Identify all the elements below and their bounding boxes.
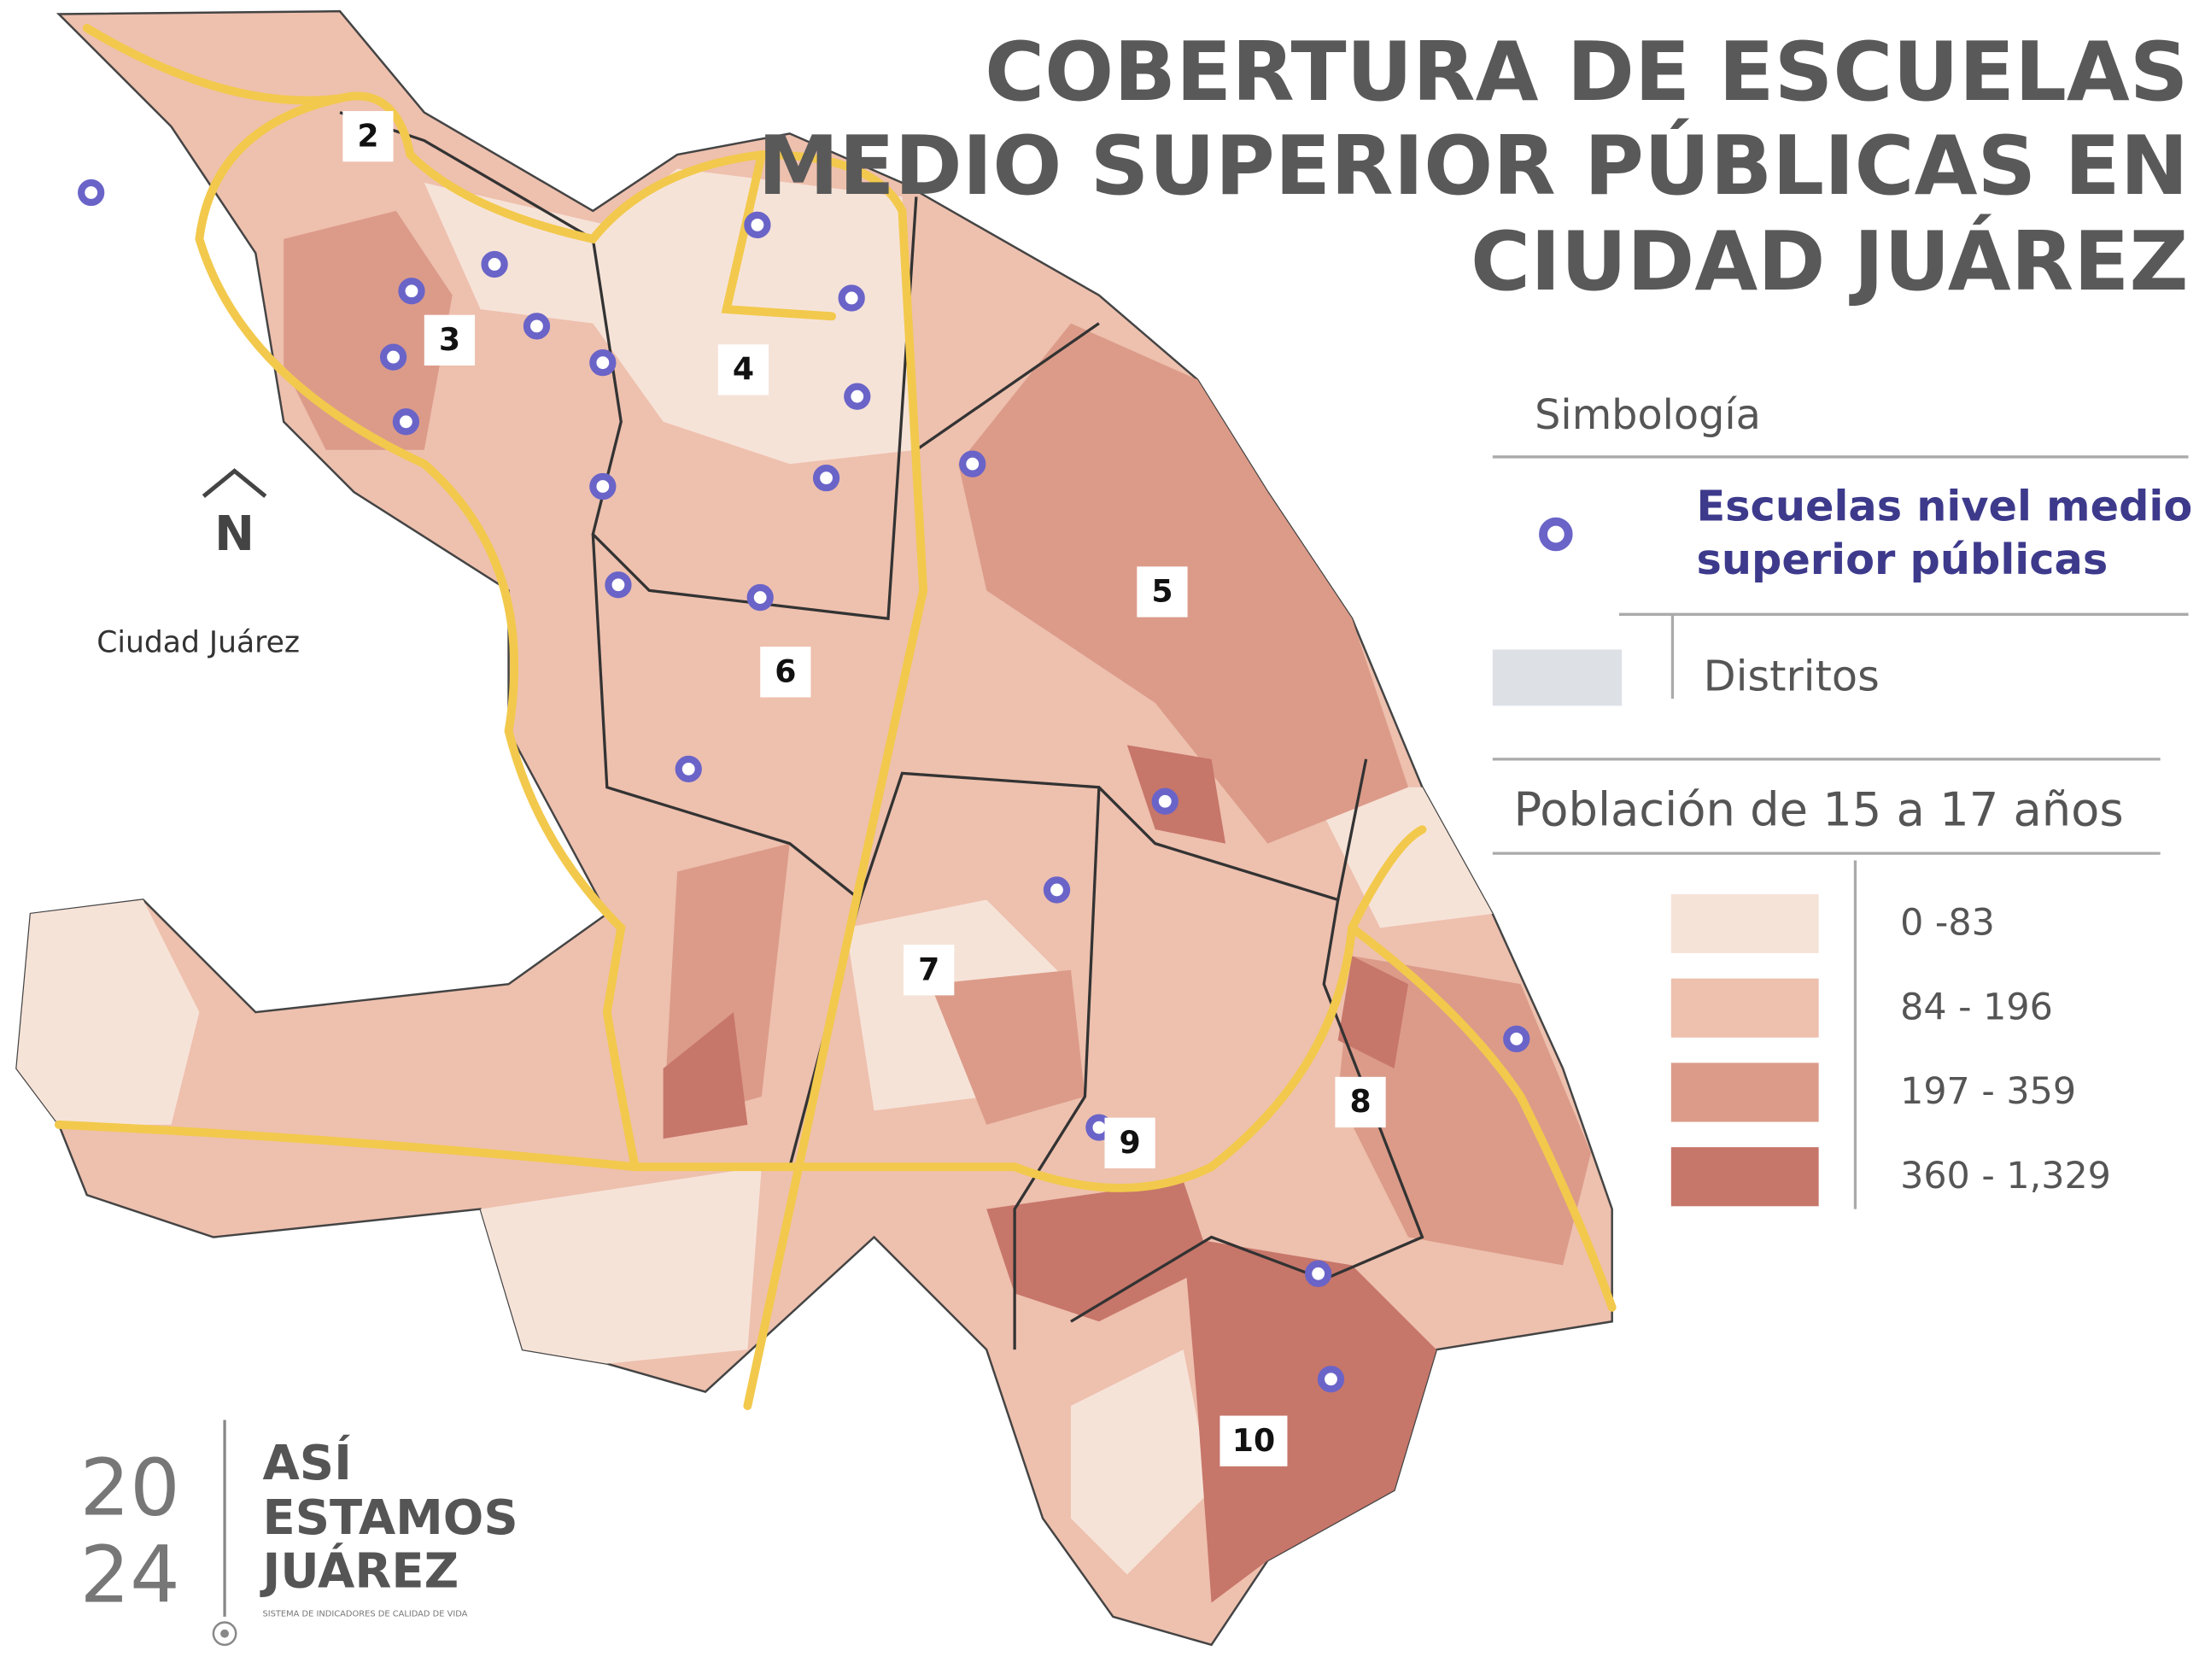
school: [838, 284, 865, 312]
zone-dark: [663, 1012, 748, 1139]
district-box: [1219, 1415, 1288, 1466]
title-line: COBERTURA DE ESCUELAS: [985, 24, 2188, 120]
logo-icon: [220, 1629, 229, 1638]
school: [1317, 1366, 1345, 1393]
logo-text: ESTAMOS: [263, 1490, 518, 1546]
school: [392, 408, 420, 436]
school: [398, 278, 425, 305]
title-line: MEDIO SUPERIOR PÚBLICAS EN: [757, 117, 2188, 214]
zone-dark: [986, 1180, 1212, 1322]
district-box: [1335, 1076, 1386, 1128]
school: [675, 755, 702, 783]
district-label: 3: [439, 321, 460, 358]
zone-light: [480, 1167, 762, 1364]
title-line: CIUDAD JUÁREZ: [1471, 213, 2189, 309]
road: [721, 150, 837, 321]
school: [744, 211, 771, 239]
logo-tagline: SISTEMA DE INDICADORES DE CALIDAD DE VID…: [263, 1610, 468, 1619]
district-label: 2: [357, 117, 378, 154]
school: [605, 571, 632, 599]
district-label: 4: [733, 351, 754, 388]
logo-year: 20: [80, 1441, 180, 1533]
schools: [78, 179, 1530, 1393]
school: [812, 465, 840, 492]
road: [1348, 923, 1617, 1312]
district-labels: 2 3 4 5 6 7 8 9 10: [342, 111, 1386, 1466]
school: [379, 343, 407, 371]
district-boundary: [1070, 899, 1424, 1323]
logo-text: ASÍ: [263, 1435, 352, 1491]
school: [589, 349, 617, 377]
school: [78, 179, 105, 207]
road: [82, 23, 928, 1410]
school: [1305, 1260, 1332, 1287]
district-box: [760, 647, 811, 698]
class-swatch: [1670, 978, 1819, 1038]
district-box: [1104, 1117, 1155, 1168]
district-symbol: [1492, 649, 1623, 706]
legend-school-label: superior públicas: [1696, 535, 2108, 584]
legend-classes: 0 -83 84 - 196 197 - 359 360 - 1,329: [1670, 893, 2111, 1207]
district-boundary: [915, 322, 1100, 452]
district-box: [1137, 566, 1188, 618]
class-label: 0 -83: [1900, 902, 1995, 945]
class-label: 84 - 196: [1900, 986, 2053, 1028]
district-label: 5: [1151, 573, 1173, 610]
district-box: [424, 314, 476, 366]
zone-medium: [284, 210, 453, 450]
north-label: N: [214, 506, 254, 562]
roads: [54, 23, 1617, 1410]
place-label: Ciudad Juárez: [97, 625, 300, 659]
school: [523, 313, 551, 340]
legend-district-label: Distritos: [1704, 652, 1880, 701]
legend-school-label: Escuelas nivel medio: [1696, 481, 2192, 530]
zone-dark: [1183, 1237, 1436, 1603]
legend: Simbología Escuelas nivel medio superior…: [1492, 392, 2192, 1209]
class-label: 197 - 359: [1900, 1070, 2076, 1113]
district-label: 10: [1232, 1422, 1275, 1459]
school: [1151, 787, 1179, 815]
class-swatch: [1670, 893, 1819, 954]
school: [481, 250, 508, 278]
north-arrow: [202, 468, 267, 498]
zone-light: [1070, 1349, 1212, 1575]
school-symbol: [1539, 517, 1573, 552]
district-label: 8: [1349, 1083, 1371, 1120]
zone-medium: [930, 969, 1085, 1125]
legend-population-heading: Población de 15 a 17 años: [1513, 783, 2123, 837]
school: [959, 450, 986, 477]
district-boundary: [591, 534, 1368, 903]
road: [195, 94, 640, 1172]
district-label: 6: [775, 653, 796, 689]
school: [1503, 1025, 1530, 1053]
district-label: 9: [1119, 1124, 1140, 1161]
district-box: [717, 344, 769, 395]
district-boundary: [1013, 787, 1101, 1350]
school: [589, 472, 617, 500]
logo: 20 24 ASÍ ESTAMOS JUÁREZ SISTEMA DE INDI…: [80, 1420, 518, 1647]
legend-heading: Simbología: [1535, 392, 1761, 439]
school: [844, 383, 871, 410]
zone-light: [16, 899, 200, 1125]
zone-light: [1309, 787, 1493, 928]
title: COBERTURA DE ESCUELAS MEDIO SUPERIOR PÚB…: [757, 24, 2188, 309]
class-label: 360 - 1,329: [1900, 1155, 2111, 1197]
district-box: [904, 945, 955, 996]
class-swatch: [1670, 1062, 1819, 1122]
logo-year: 24: [80, 1529, 180, 1621]
school: [746, 583, 774, 612]
logo-icon: [212, 1621, 237, 1647]
district-label: 7: [918, 951, 939, 987]
district-box: [342, 111, 394, 162]
class-swatch: [1670, 1147, 1819, 1207]
logo-text: JUÁREZ: [260, 1544, 459, 1600]
school: [1043, 876, 1071, 904]
zone-light: [424, 168, 916, 465]
zone-dark: [1337, 956, 1409, 1068]
